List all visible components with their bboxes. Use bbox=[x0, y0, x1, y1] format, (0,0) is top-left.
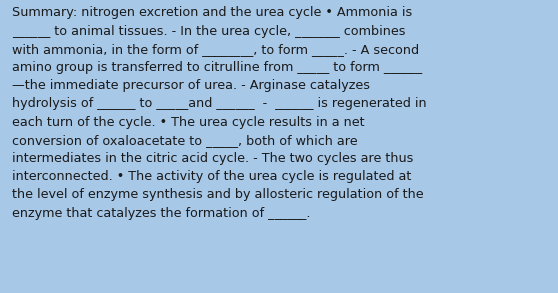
Text: Summary: nitrogen excretion and the urea cycle • Ammonia is
______ to animal tis: Summary: nitrogen excretion and the urea… bbox=[12, 6, 427, 220]
